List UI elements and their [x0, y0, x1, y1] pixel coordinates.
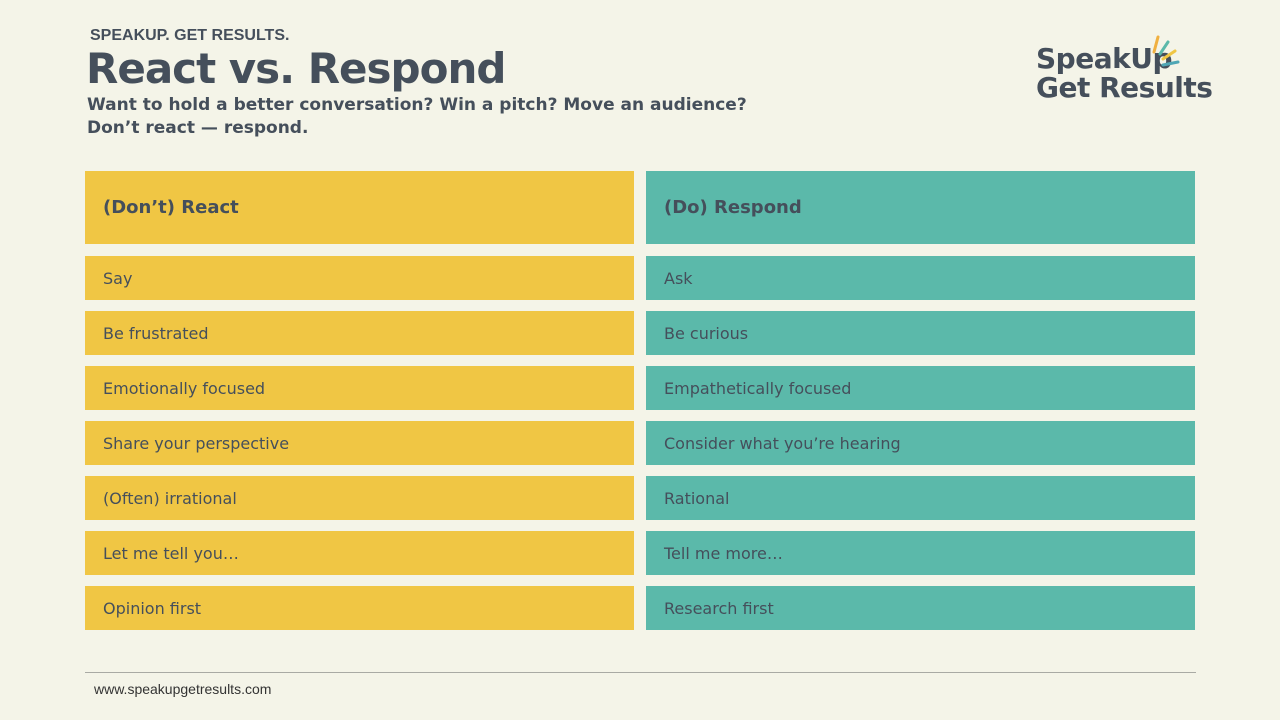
respond-column: (Do) Respond Ask Be curious Empathetical…: [646, 171, 1195, 641]
subtitle: Want to hold a better conversation? Win …: [87, 94, 747, 140]
respond-item: Rational: [646, 476, 1195, 520]
subtitle-line: Want to hold a better conversation? Win …: [87, 95, 747, 115]
subtitle-line: Don’t react — respond.: [87, 118, 309, 138]
react-item: Share your perspective: [85, 421, 634, 465]
logo-line: SpeakUp: [1036, 42, 1173, 75]
respond-item: Be curious: [646, 311, 1195, 355]
footer-url[interactable]: www.speakupgetresults.com: [94, 681, 272, 697]
react-item: Be frustrated: [85, 311, 634, 355]
respond-item: Empathetically focused: [646, 366, 1195, 410]
footer-divider: [85, 672, 1196, 673]
sunburst-icon: [1152, 35, 1180, 67]
page-title: React vs. Respond: [86, 44, 506, 93]
react-item: Say: [85, 256, 634, 300]
react-item: Let me tell you…: [85, 531, 634, 575]
respond-item: Consider what you’re hearing: [646, 421, 1195, 465]
respond-heading: (Do) Respond: [646, 171, 1195, 244]
logo-line: Get Results: [1036, 71, 1213, 104]
react-item: Emotionally focused: [85, 366, 634, 410]
react-heading: (Don’t) React: [85, 171, 634, 244]
react-column: (Don’t) React Say Be frustrated Emotiona…: [85, 171, 634, 641]
kicker: SPEAKUP. GET RESULTS.: [90, 27, 290, 44]
react-item: (Often) irrational: [85, 476, 634, 520]
respond-item: Research first: [646, 586, 1195, 630]
respond-item: Tell me more…: [646, 531, 1195, 575]
logo: SpeakUp Get Results: [1036, 42, 1213, 104]
react-item: Opinion first: [85, 586, 634, 630]
respond-item: Ask: [646, 256, 1195, 300]
